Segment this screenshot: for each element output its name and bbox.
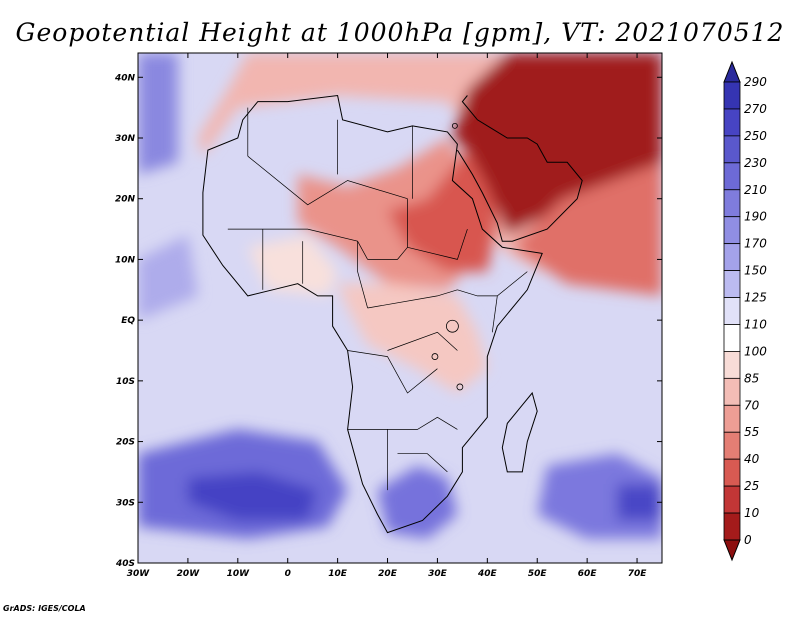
colorbar-box <box>723 351 741 379</box>
colorbar-label: 0 <box>744 533 752 547</box>
colorbar-box <box>723 431 741 460</box>
colorbar-box <box>723 458 741 487</box>
lake-outline <box>456 383 464 391</box>
field-arabian-sea <box>512 162 662 296</box>
colorbar-label: 170 <box>744 237 767 251</box>
lat-tick-label: 40N <box>114 73 136 83</box>
colorbar-label: 25 <box>744 479 759 493</box>
colorbar-label: 110 <box>744 317 767 331</box>
colorbar-box <box>723 108 741 137</box>
colorbar-label: 290 <box>744 75 767 89</box>
country-border <box>457 271 528 297</box>
colorbar-box <box>723 485 741 514</box>
lon-tick-label: 0 <box>285 569 291 579</box>
colorbar-box <box>723 243 741 271</box>
lon-tick-label: 50E <box>528 569 548 579</box>
lon-tick-label: 10W <box>227 569 251 579</box>
lake-outline <box>431 353 439 360</box>
colorbar-label: 125 <box>744 291 767 305</box>
arabia-coastline <box>456 95 583 242</box>
field-south-atlantic-core <box>187 471 318 521</box>
lake-outline <box>451 122 458 129</box>
colorbar-label: 250 <box>744 129 767 143</box>
country-border <box>347 350 438 394</box>
field-atlantic-west-mid <box>138 235 198 321</box>
country-border <box>357 241 368 309</box>
lat-tick-label: 30S <box>116 498 135 508</box>
lon-tick-label: 20W <box>177 569 201 579</box>
colorbar-box <box>723 324 741 352</box>
lon-tick-label: 60E <box>578 569 598 579</box>
colorbar-label: 210 <box>744 183 767 197</box>
colorbar-box <box>723 270 741 298</box>
colorbar-box <box>723 377 741 406</box>
lat-tick-label: 10S <box>116 377 135 387</box>
colorbar-box <box>723 81 741 110</box>
lon-tick-label: 20E <box>378 569 398 579</box>
colorbar-label: 190 <box>744 210 767 224</box>
country-border <box>387 331 458 351</box>
colorbar-label: 270 <box>744 102 767 116</box>
lat-tick-label: EQ <box>121 316 135 326</box>
colorbar-label: 70 <box>744 398 760 412</box>
colorbar-box <box>723 404 741 433</box>
madagascar-coastline <box>501 391 538 473</box>
country-border <box>367 198 408 260</box>
colorbar-label: 40 <box>744 452 760 466</box>
lat-tick-label: 40S <box>115 559 135 569</box>
colorbar-label: 230 <box>744 156 767 170</box>
colorbar-box <box>723 216 741 245</box>
lake-outline <box>446 319 459 333</box>
lon-tick-label: 70E <box>628 569 648 579</box>
africa-coastline <box>202 94 543 534</box>
lon-tick-label: 30W <box>127 569 151 579</box>
colorbar-box <box>723 297 741 325</box>
colorbar-label: 10 <box>744 506 760 520</box>
country-border <box>397 453 448 473</box>
colorbar-box <box>723 189 741 218</box>
lon-tick-label: 40E <box>477 569 498 579</box>
axis-ticks: 30W 20W 10W 0 10E 20E 30E 40E 50E 60E 70E 40N 30N 20N… <box>114 53 662 579</box>
colorbar: 2902702502302101901701501251101008570554… <box>723 60 767 562</box>
field-ghana-coast <box>247 235 338 296</box>
field-mascarene-core <box>617 484 662 521</box>
colorbar-label: 85 <box>744 371 759 385</box>
lat-tick-label: 10N <box>115 255 136 265</box>
field-sudan-ethiopia-low <box>387 138 498 272</box>
country-border <box>407 228 468 260</box>
colorbar-arrow-top <box>723 60 741 83</box>
field-south-africa-high <box>377 465 458 539</box>
lat-tick-label: 20S <box>116 438 135 448</box>
country-border <box>227 228 368 260</box>
country-border <box>347 416 458 430</box>
colorbar-box <box>723 135 741 164</box>
field-north-atlantic-high <box>138 53 178 175</box>
lat-tick-label: 30N <box>115 134 136 144</box>
chart-title: Geopotential Height at 1000hPa [gpm], VT… <box>15 18 785 47</box>
lat-tick-label: 20N <box>115 195 136 205</box>
country-border <box>491 295 498 333</box>
colorbar-label: 100 <box>744 344 767 358</box>
colorbar-label: 150 <box>744 264 767 278</box>
grads-credit: GrADS: IGES/COLA <box>3 604 86 613</box>
plot-frame <box>137 52 663 564</box>
colorbar-box <box>723 162 741 191</box>
country-border <box>482 228 503 248</box>
colorbar-label: 55 <box>744 425 759 439</box>
lon-tick-label: 30E <box>428 569 448 579</box>
country-border <box>367 289 458 309</box>
country-border <box>247 155 408 206</box>
lon-tick-label: 10E <box>328 569 348 579</box>
colorbar-box <box>723 512 741 541</box>
colorbar-arrow-bottom <box>723 539 741 562</box>
field-central-africa <box>337 283 488 393</box>
map-plot-area <box>137 52 663 564</box>
